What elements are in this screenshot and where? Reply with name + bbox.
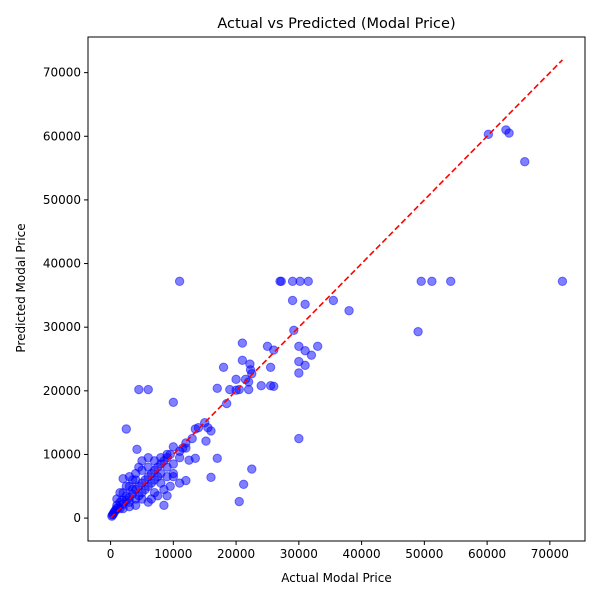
x-tick-label: 30000 [280,547,318,561]
scatter-point [181,443,191,453]
scatter-point [130,475,141,485]
scatter-point [557,276,568,287]
scatter-point [143,384,153,395]
x-tick-label: 40000 [343,547,381,561]
scatter-point [201,436,211,446]
scatter-point [300,346,310,356]
scatter-point [312,341,323,351]
scatter-point [416,276,426,287]
y-tick-label: 30000 [43,320,81,334]
x-tick-label: 70000 [531,547,569,561]
scatter-point [168,459,179,469]
scatter-point [427,276,437,287]
scatter-point [206,472,216,483]
y-tick-label: 50000 [43,193,81,207]
x-tick-label: 50000 [405,547,443,561]
scatter-point [174,276,185,287]
plot-layer: 0 10000 20000 30000 40000 50000 60000 70000 0 100… [43,36,586,561]
y-axis-label: Predicted Modal Price [14,223,28,352]
scatter-point [520,157,530,167]
scatter-point [295,276,305,287]
x-tick-label: 20000 [217,547,255,561]
scatter-point [294,433,304,444]
scatter-point [212,383,222,393]
scatter-point [243,384,254,395]
scatter-point [218,362,229,372]
x-axis-label: Actual Modal Price [281,571,392,585]
scatter-point [300,299,310,309]
y-tick-label: 10000 [43,447,81,461]
scatter-point [143,462,153,472]
scatter-point [168,397,179,407]
y-tick-label: 70000 [43,66,81,80]
scatter-point [247,464,257,474]
x-tick-label: 0 [107,547,115,561]
scatter-point [212,453,222,463]
scatter-point [344,305,354,316]
scatter-point [225,384,235,395]
scatter-point [206,426,216,436]
scatter-point [174,478,185,488]
scatter-point [269,381,279,392]
scatter-point [165,481,175,491]
scatter-point [152,491,163,501]
scatter-point [446,276,456,287]
reference-line [110,59,563,519]
x-tick-label: 60000 [468,547,506,561]
scatter-point [149,456,160,466]
scatter-point [265,362,276,372]
scatter-point [127,484,138,495]
scatter-point [256,381,266,391]
axes-frame [87,36,586,542]
scatter-point [184,455,194,465]
scatter-point [117,495,127,505]
scatter-point [115,487,125,498]
data-layer [107,59,568,521]
scatter-point [134,491,144,501]
y-tick-label: 60000 [43,129,81,143]
scatter-point [306,350,317,360]
scatter-point [294,368,304,378]
scatter-point [132,444,142,455]
scatter-point [269,345,279,355]
scatter-point [287,295,298,306]
scatter-point [237,355,248,365]
scatter-point [234,496,244,507]
scatter-point [237,338,248,348]
scatter-point [247,368,257,379]
y-tick-label: 20000 [43,384,81,398]
scatter-point [328,295,339,306]
chart-title: Actual vs Predicted (Modal Price) [217,16,455,32]
scatter-point [121,424,131,434]
scatter-point [504,128,514,138]
scatter-point [134,384,144,395]
scatter-point [300,360,310,371]
scatter-point [231,374,241,385]
scatter-point [303,276,313,287]
scatter-point [276,276,286,287]
scatter-point [146,478,157,488]
scatter-point [294,341,304,351]
y-tick-label: 0 [73,511,81,525]
scatter-point [413,326,423,337]
scatter-point [152,472,163,482]
x-tick-label: 10000 [154,547,192,561]
scatter-point [289,325,299,336]
scatter-point [238,479,249,490]
scatter-point [168,468,179,479]
y-tick-label: 40000 [43,257,81,271]
scatter-point [159,500,169,511]
scatter-point [140,484,150,495]
